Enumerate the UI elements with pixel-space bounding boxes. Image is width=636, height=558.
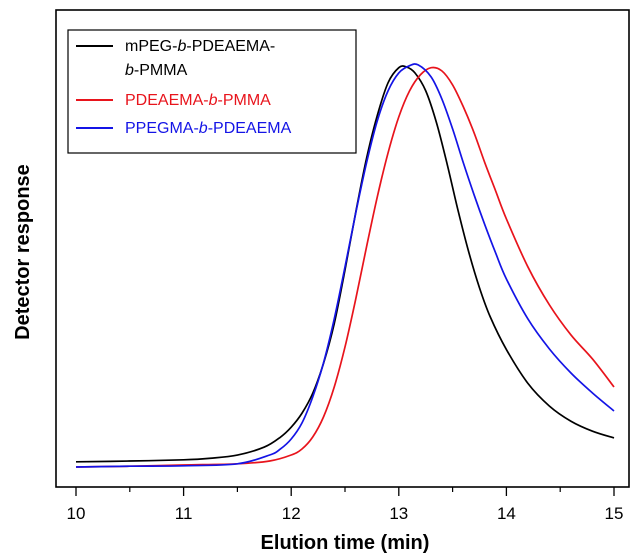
legend-label-2: PDEAEMA-b-PMMA <box>125 92 271 109</box>
legend-label-part: b <box>199 120 208 137</box>
legend-label-part: -PMMA <box>134 62 188 79</box>
legend-label-part: b <box>125 62 134 79</box>
x-tick-label: 15 <box>605 504 624 523</box>
legend-label-part: PPEGMA- <box>125 120 199 137</box>
plot-frame <box>55 9 630 488</box>
legend-label-part: b <box>209 92 218 109</box>
legend-label-part: -PDEAEMA- <box>186 38 275 55</box>
legend-label-part: mPEG- <box>125 38 177 55</box>
legend-label-part: -PMMA <box>217 92 271 109</box>
x-tick-label: 14 <box>497 504 516 523</box>
x-axis-title: Elution time (min) <box>261 532 430 554</box>
legend-label-part: b <box>177 38 186 55</box>
y-axis-title: Detector response <box>12 164 34 340</box>
legend: mPEG-b-PDEAEMA-b-PMMAPDEAEMA-b-PMMAPPEGM… <box>67 29 357 154</box>
x-tick-label: 11 <box>175 504 193 523</box>
legend-label-1: mPEG-b-PDEAEMA- <box>125 38 275 55</box>
series-line-1 <box>75 65 615 463</box>
x-tick-label: 12 <box>282 504 301 523</box>
legend-label-1: b-PMMA <box>125 62 188 79</box>
legend-box <box>67 29 357 154</box>
series-line-2 <box>75 66 615 468</box>
x-axis-ticks: 10 11 12 13 14 15 <box>67 487 624 523</box>
series-line-3 <box>75 63 615 468</box>
legend-label-part: -PDEAEMA <box>208 120 292 137</box>
x-tick-label: 10 <box>67 504 86 523</box>
legend-label-part: PDEAEMA- <box>125 92 209 109</box>
series-layer <box>75 63 615 468</box>
x-tick-label: 13 <box>389 504 408 523</box>
legend-label-3: PPEGMA-b-PDEAEMA <box>125 120 292 137</box>
